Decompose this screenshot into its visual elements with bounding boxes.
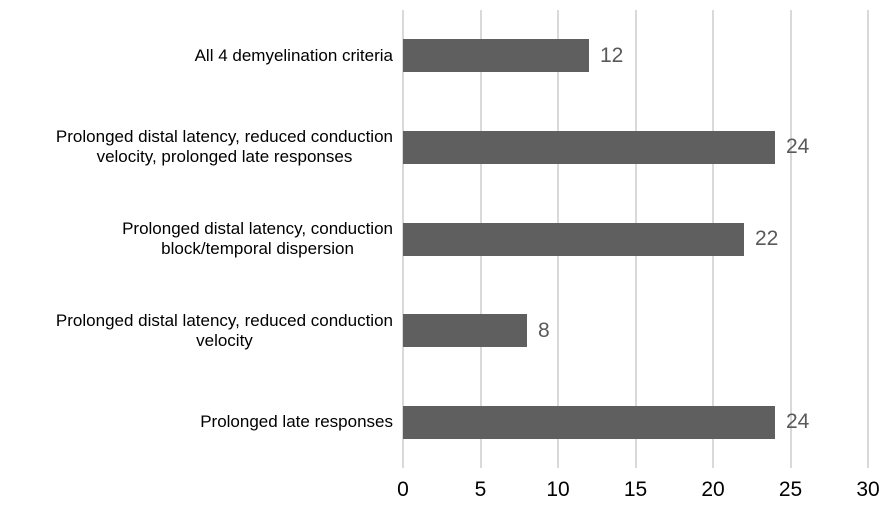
bar-4 (403, 405, 775, 439)
value-label-1: 24 (786, 135, 810, 159)
gridline-x-30 (867, 10, 869, 468)
value-label-2: 22 (755, 227, 779, 250)
category-label-3: Prolonged distal latency, reduced conduc… (0, 301, 393, 361)
category-label-text-3: Prolonged distal latency, reduced conduc… (55, 310, 393, 350)
x-tick-label-25: 25 (778, 478, 803, 501)
x-tick-label-15: 15 (623, 478, 648, 501)
category-label-text-2: Prolonged distal latency, conduction blo… (122, 219, 393, 258)
x-tick-label-5: 5 (474, 478, 487, 501)
value-label-4: 24 (786, 410, 810, 434)
x-tick-label-10: 10 (546, 478, 570, 501)
bar-2 (403, 222, 744, 256)
bar-3 (403, 314, 527, 348)
bar-1 (403, 130, 775, 164)
x-tick-label-30: 30 (856, 478, 880, 501)
value-label-0: 12 (600, 43, 624, 67)
category-label-1: Prolonged distal latency, reduced conduc… (0, 117, 393, 177)
category-label-text-0: All 4 demyelination criteria (194, 45, 393, 65)
gridline-x-25 (789, 10, 792, 468)
category-label-text-4: Prolonged late responses (200, 412, 393, 432)
x-tick-label-0: 0 (397, 478, 409, 501)
category-label-4: Prolonged late responses (0, 392, 393, 452)
x-tick-label-20: 20 (701, 478, 725, 501)
category-label-text-1: Prolonged distal latency, reduced conduc… (55, 127, 393, 167)
bar-0 (403, 39, 589, 73)
category-label-0: All 4 demyelination criteria (0, 26, 393, 86)
value-label-3: 8 (538, 318, 550, 342)
category-label-2: Prolonged distal latency, conduction blo… (0, 209, 393, 269)
